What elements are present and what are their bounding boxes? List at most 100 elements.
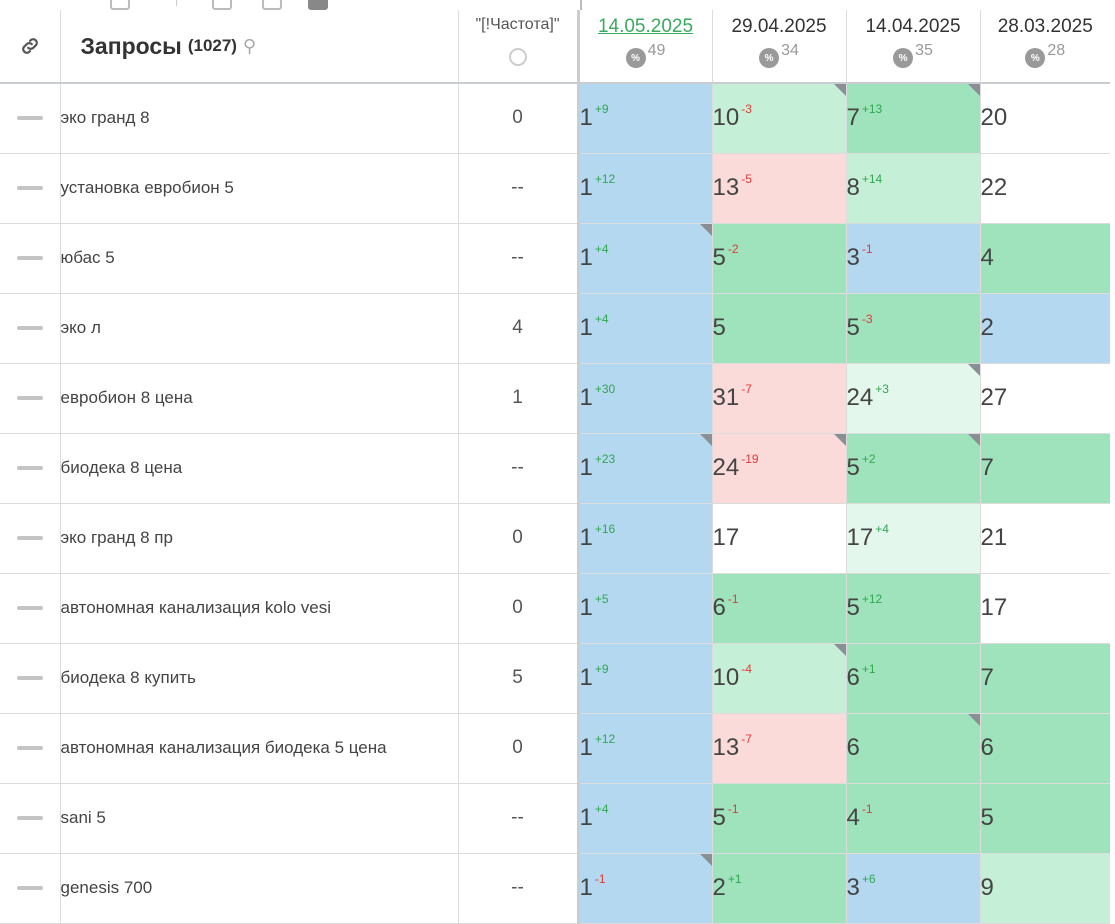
position-cell[interactable]: 1 +16 xyxy=(578,503,713,574)
toolbar-icon[interactable] xyxy=(110,0,130,10)
date-column-header[interactable]: 14.05.2025 % 49 xyxy=(578,10,713,84)
table-row[interactable]: эко гранд 8 пр 0 1 +16 17 17 +4 21 xyxy=(0,503,1110,574)
globe-icon[interactable] xyxy=(508,48,527,66)
position-cell[interactable]: 5 -3 xyxy=(846,293,981,364)
link-cell[interactable] xyxy=(0,153,61,224)
dash-icon[interactable] xyxy=(16,815,43,820)
query-text[interactable]: установка евробион 5 xyxy=(60,153,459,224)
toolbar-icon[interactable] xyxy=(212,0,232,10)
link-cell[interactable] xyxy=(0,783,61,854)
position-cell[interactable]: 17 xyxy=(980,573,1110,644)
query-text[interactable]: автономная канализация kolo vesi xyxy=(60,573,459,644)
link-cell[interactable] xyxy=(0,433,61,504)
frequency-column-header[interactable]: "[!Частота]" xyxy=(458,10,580,84)
position-cell[interactable]: 7 xyxy=(980,433,1110,504)
query-text[interactable]: юбас 5 xyxy=(60,223,459,294)
query-text[interactable]: автономная канализация биодека 5 цена xyxy=(60,713,459,784)
position-cell[interactable]: 5 +2 xyxy=(846,433,981,504)
position-cell[interactable]: 1 +4 xyxy=(578,223,713,294)
position-cell[interactable]: 22 xyxy=(980,153,1110,224)
position-cell[interactable]: 1 +30 xyxy=(578,363,713,434)
position-cell[interactable]: 6 -1 xyxy=(712,573,847,644)
search-icon[interactable]: ⚲ xyxy=(242,35,257,56)
toolbar-icon[interactable] xyxy=(308,0,328,10)
position-cell[interactable]: 7 +13 xyxy=(846,83,981,154)
position-cell[interactable]: 10 -3 xyxy=(712,83,847,154)
dash-icon[interactable] xyxy=(16,465,43,470)
position-cell[interactable]: 20 xyxy=(980,83,1110,154)
position-cell[interactable]: 8 +14 xyxy=(846,153,981,224)
position-cell[interactable]: 5 +12 xyxy=(846,573,981,644)
table-row[interactable]: эко гранд 8 0 1 +9 10 -3 7 +13 20 xyxy=(0,83,1110,154)
queries-title[interactable]: Запросы xyxy=(80,32,182,59)
table-row[interactable]: sani 5 -- 1 +4 5 -1 4 -1 5 xyxy=(0,783,1110,854)
table-row[interactable]: эко л 4 1 +4 5 5 -3 2 xyxy=(0,293,1110,364)
dash-icon[interactable] xyxy=(16,185,43,190)
position-cell[interactable]: 27 xyxy=(980,363,1110,434)
position-cell[interactable]: 1 -1 xyxy=(578,853,713,924)
position-cell[interactable]: 31 -7 xyxy=(712,363,847,434)
query-text[interactable]: биодека 8 купить xyxy=(60,643,459,714)
position-cell[interactable]: 24 +3 xyxy=(846,363,981,434)
query-text[interactable]: евробион 8 цена xyxy=(60,363,459,434)
query-text[interactable]: эко гранд 8 xyxy=(60,83,459,154)
dash-icon[interactable] xyxy=(16,605,43,610)
dash-icon[interactable] xyxy=(16,535,43,540)
position-cell[interactable]: 13 -5 xyxy=(712,153,847,224)
position-cell[interactable]: 5 -2 xyxy=(712,223,847,294)
link-cell[interactable] xyxy=(0,573,61,644)
dash-icon[interactable] xyxy=(16,395,43,400)
position-cell[interactable]: 2 xyxy=(980,293,1110,364)
position-cell[interactable]: 1 +12 xyxy=(578,153,713,224)
table-row[interactable]: юбас 5 -- 1 +4 5 -2 3 -1 4 xyxy=(0,223,1110,294)
link-cell[interactable] xyxy=(0,223,61,294)
position-cell[interactable]: 5 xyxy=(712,293,847,364)
table-row[interactable]: евробион 8 цена 1 1 +30 31 -7 24 +3 27 xyxy=(0,363,1110,434)
position-cell[interactable]: 17 xyxy=(712,503,847,574)
position-cell[interactable]: 24 -19 xyxy=(712,433,847,504)
date-label[interactable]: 14.05.2025 xyxy=(597,16,694,37)
position-cell[interactable]: 4 xyxy=(980,223,1110,294)
link-cell[interactable] xyxy=(0,83,61,154)
link-column-header[interactable] xyxy=(0,10,61,84)
link-cell[interactable] xyxy=(0,363,61,434)
table-row[interactable]: биодека 8 купить 5 1 +9 10 -4 6 +1 7 xyxy=(0,643,1110,714)
query-text[interactable]: эко л xyxy=(60,293,459,364)
date-column-header[interactable]: 29.04.2025 % 34 xyxy=(712,10,847,84)
link-cell[interactable] xyxy=(0,853,61,924)
position-cell[interactable]: 17 +4 xyxy=(846,503,981,574)
position-cell[interactable]: 1 +4 xyxy=(578,293,713,364)
position-cell[interactable]: 2 +1 xyxy=(712,853,847,924)
dash-icon[interactable] xyxy=(16,255,43,260)
position-cell[interactable]: 5 -1 xyxy=(712,783,847,854)
dash-icon[interactable] xyxy=(16,675,43,680)
query-text[interactable]: genesis 700 xyxy=(60,853,459,924)
dash-icon[interactable] xyxy=(16,116,43,121)
position-cell[interactable]: 3 -1 xyxy=(846,223,981,294)
table-row[interactable]: автономная канализация биодека 5 цена 0 1 +… xyxy=(0,713,1110,784)
link-cell[interactable] xyxy=(0,503,61,574)
date-column-header[interactable]: 14.04.2025 % 35 xyxy=(846,10,981,84)
table-row[interactable]: автономная канализация kolo vesi 0 1 +5 6 -1 5… xyxy=(0,573,1110,644)
position-cell[interactable]: 6 xyxy=(980,713,1110,784)
position-cell[interactable]: 7 xyxy=(980,643,1110,714)
date-label[interactable]: 14.04.2025 xyxy=(865,16,961,37)
position-cell[interactable]: 1 +5 xyxy=(578,573,713,644)
date-label[interactable]: 29.04.2025 xyxy=(731,16,827,37)
table-row[interactable]: установка евробион 5 -- 1 +12 13 -5 8 +14 22 xyxy=(0,153,1110,224)
position-cell[interactable]: 10 -4 xyxy=(712,643,847,714)
position-cell[interactable]: 1 +23 xyxy=(578,433,713,504)
link-cell[interactable] xyxy=(0,293,61,364)
position-cell[interactable]: 3 +6 xyxy=(846,853,981,924)
query-text[interactable]: биодека 8 цена xyxy=(60,433,459,504)
date-label[interactable]: 28.03.2025 xyxy=(997,16,1093,37)
position-cell[interactable]: 1 +4 xyxy=(578,783,713,854)
dash-icon[interactable] xyxy=(16,885,43,890)
position-cell[interactable]: 21 xyxy=(980,503,1110,574)
position-cell[interactable]: 1 +12 xyxy=(578,713,713,784)
position-cell[interactable]: 9 xyxy=(980,853,1110,924)
position-cell[interactable]: 4 -1 xyxy=(846,783,981,854)
table-row[interactable]: genesis 700 -- 1 -1 2 +1 3 +6 9 xyxy=(0,853,1110,924)
position-cell[interactable]: 6 +1 xyxy=(846,643,981,714)
position-cell[interactable]: 6 xyxy=(846,713,981,784)
